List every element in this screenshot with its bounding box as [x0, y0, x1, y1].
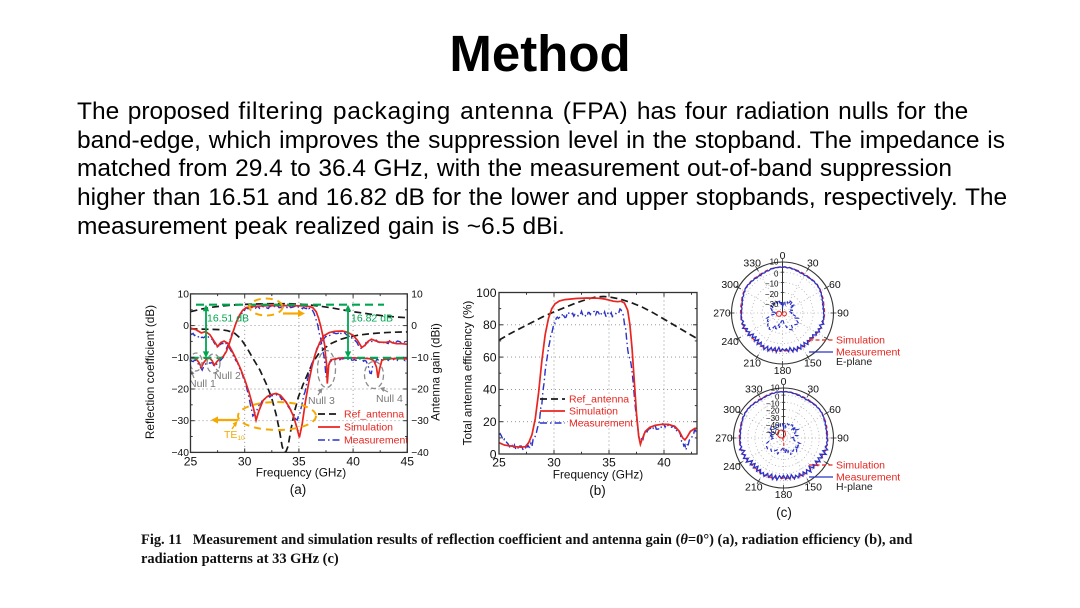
svg-text:210: 210: [743, 357, 761, 369]
svg-text:Measurement: Measurement: [836, 347, 900, 359]
svg-text:40: 40: [483, 383, 497, 397]
svg-text:Total antenna efficiency (%): Total antenna efficiency (%): [461, 301, 475, 446]
svg-text:10: 10: [178, 289, 190, 300]
svg-text:−10: −10: [172, 353, 190, 364]
svg-text:16.82 dB: 16.82 dB: [351, 313, 393, 325]
svg-text:−40: −40: [766, 421, 780, 430]
svg-text:Measurement: Measurement: [344, 435, 408, 447]
svg-text:210: 210: [745, 481, 763, 493]
svg-text:−10: −10: [765, 280, 779, 289]
svg-text:30: 30: [807, 384, 819, 396]
svg-text:45: 45: [401, 455, 415, 469]
svg-text:90: 90: [837, 433, 849, 445]
svg-text:(a): (a): [290, 482, 307, 497]
svg-text:Null 1: Null 1: [189, 378, 216, 390]
svg-text:180: 180: [775, 489, 793, 501]
svg-text:35: 35: [602, 456, 616, 470]
svg-text:Frequency (GHz): Frequency (GHz): [256, 466, 347, 480]
svg-text:E-plane: E-plane: [836, 356, 872, 368]
svg-text:25: 25: [492, 456, 506, 470]
svg-text:10: 10: [770, 258, 779, 267]
svg-text:−30: −30: [411, 416, 429, 427]
svg-text:60: 60: [829, 279, 841, 291]
svg-text:Simulation: Simulation: [836, 335, 885, 347]
svg-text:0: 0: [183, 321, 189, 332]
svg-text:Null 4: Null 4: [376, 393, 403, 405]
svg-text:TE10: TE10: [224, 429, 245, 442]
svg-text:0: 0: [411, 321, 417, 332]
svg-text:−20: −20: [172, 385, 190, 396]
svg-text:60: 60: [483, 350, 497, 364]
svg-text:H-plane: H-plane: [836, 481, 873, 493]
svg-text:(c): (c): [776, 505, 792, 520]
svg-text:Reflection coefficient (dB): Reflection coefficient (dB): [143, 305, 157, 439]
svg-text:−40: −40: [411, 448, 429, 459]
svg-text:30: 30: [238, 455, 252, 469]
svg-text:Ref_antenna: Ref_antenna: [344, 409, 404, 421]
svg-text:10: 10: [771, 384, 780, 393]
svg-text:40: 40: [657, 456, 671, 470]
svg-text:−20: −20: [411, 385, 429, 396]
svg-text:40: 40: [346, 455, 360, 469]
svg-text:330: 330: [745, 384, 763, 396]
svg-text:0: 0: [774, 269, 779, 278]
svg-text:270: 270: [713, 308, 731, 320]
svg-text:330: 330: [743, 258, 761, 270]
svg-text:Null 2: Null 2: [214, 370, 241, 382]
svg-text:20: 20: [483, 415, 497, 429]
svg-text:150: 150: [804, 357, 822, 369]
svg-text:−40: −40: [172, 448, 190, 459]
svg-text:0: 0: [781, 376, 787, 388]
svg-text:−30: −30: [172, 416, 190, 427]
svg-text:240: 240: [723, 461, 741, 473]
svg-text:270: 270: [715, 433, 733, 445]
svg-text:80: 80: [483, 318, 497, 332]
svg-text:16.51 dB: 16.51 dB: [207, 313, 249, 325]
svg-text:150: 150: [804, 481, 822, 493]
svg-text:0: 0: [775, 392, 780, 401]
svg-text:300: 300: [723, 404, 741, 416]
svg-text:35: 35: [292, 455, 306, 469]
svg-text:10: 10: [411, 289, 423, 300]
svg-text:−30: −30: [766, 414, 780, 423]
svg-text:300: 300: [721, 279, 739, 291]
svg-text:Simulation: Simulation: [344, 422, 393, 434]
svg-text:Measurement: Measurement: [569, 418, 633, 430]
svg-text:−20: −20: [766, 407, 780, 416]
svg-text:180: 180: [774, 365, 792, 377]
svg-text:Antenna gain (dBi): Antenna gain (dBi): [429, 323, 443, 421]
svg-text:30: 30: [547, 456, 561, 470]
svg-text:−20: −20: [765, 290, 779, 299]
svg-text:0: 0: [490, 447, 497, 461]
svg-text:240: 240: [721, 336, 739, 348]
svg-text:Simulation: Simulation: [569, 406, 618, 418]
svg-text:−10: −10: [411, 353, 429, 364]
svg-text:−10: −10: [766, 400, 780, 409]
svg-text:25: 25: [184, 455, 198, 469]
svg-text:−30: −30: [765, 300, 779, 309]
svg-text:30: 30: [807, 258, 819, 270]
svg-text:Simulation: Simulation: [836, 460, 885, 472]
svg-text:−50: −50: [766, 428, 780, 437]
svg-text:Measurement: Measurement: [836, 472, 900, 484]
svg-text:Frequency (GHz): Frequency (GHz): [553, 468, 644, 482]
svg-text:Null 3: Null 3: [308, 395, 335, 407]
svg-text:90: 90: [837, 308, 849, 320]
svg-text:Ref_antenna: Ref_antenna: [569, 394, 629, 406]
svg-text:100: 100: [476, 286, 497, 300]
svg-text:(b): (b): [589, 483, 606, 498]
svg-text:60: 60: [829, 404, 841, 416]
svg-text:0: 0: [780, 250, 786, 262]
